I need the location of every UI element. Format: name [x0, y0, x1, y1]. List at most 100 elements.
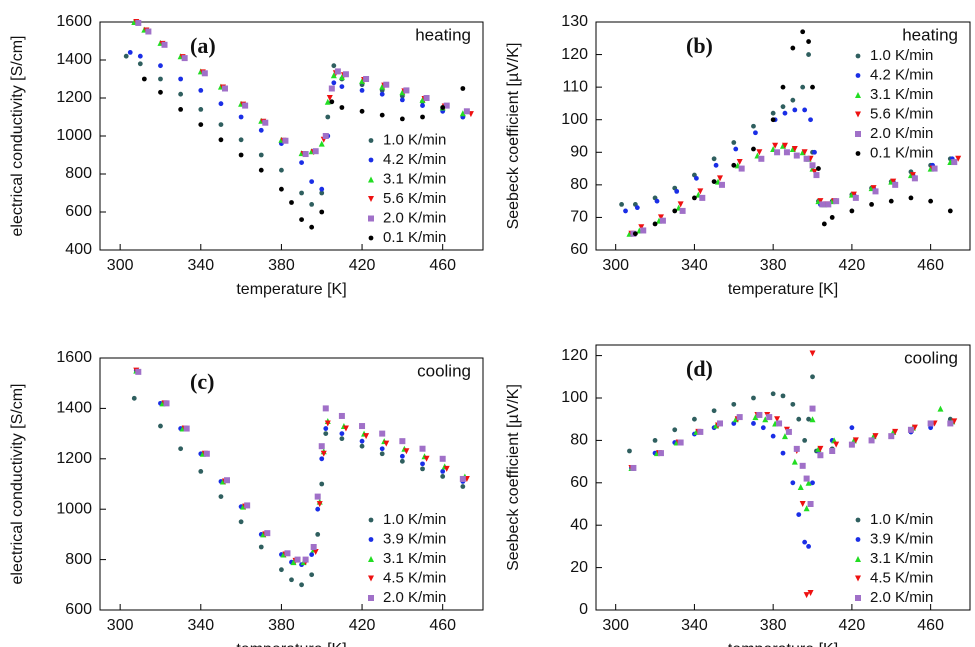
- legend-label: 1.0 K/min: [383, 131, 446, 148]
- point: [697, 188, 704, 195]
- mode-label: heating: [902, 25, 958, 44]
- point: [782, 110, 788, 116]
- point: [756, 411, 763, 418]
- point: [338, 412, 345, 419]
- point: [825, 201, 832, 208]
- point: [809, 405, 816, 412]
- y-tick-label: 60: [570, 241, 588, 258]
- point: [760, 425, 766, 431]
- panel-label: (b): [686, 33, 713, 58]
- point: [790, 97, 796, 103]
- x-tick-label: 460: [917, 617, 944, 634]
- point: [890, 178, 897, 185]
- point: [693, 175, 699, 181]
- legend-label: 2.0 K/min: [870, 589, 933, 606]
- point: [888, 433, 895, 440]
- legend-marker: [368, 556, 374, 562]
- legend-marker: [855, 53, 861, 59]
- point: [310, 544, 317, 550]
- point: [131, 395, 137, 401]
- point: [751, 395, 756, 401]
- point: [319, 481, 325, 487]
- point: [849, 208, 855, 214]
- point: [810, 84, 815, 90]
- y-axis-label: Seebeck coefficient [µV/K]: [505, 43, 522, 230]
- point: [801, 149, 808, 156]
- point: [359, 423, 366, 430]
- point: [309, 224, 315, 230]
- legend-marker: [368, 138, 374, 143]
- point: [774, 416, 781, 423]
- point: [318, 443, 325, 450]
- point: [751, 146, 756, 152]
- point: [850, 191, 857, 198]
- point: [812, 149, 817, 155]
- point: [802, 107, 808, 113]
- point: [399, 116, 405, 122]
- point: [731, 421, 737, 426]
- point: [785, 428, 792, 435]
- series: [628, 405, 956, 512]
- x-axis-label: temperature [K]: [236, 641, 346, 647]
- point: [320, 450, 327, 457]
- point: [420, 461, 425, 467]
- legend-marker: [855, 73, 861, 78]
- point: [279, 186, 284, 192]
- point: [809, 162, 816, 169]
- y-axis-label: Seebeck coefficient [µV/K]: [505, 384, 522, 571]
- point: [791, 146, 798, 153]
- point: [766, 414, 773, 421]
- x-tick-label: 460: [429, 617, 456, 634]
- point: [312, 148, 319, 155]
- point: [178, 76, 184, 82]
- point: [852, 194, 859, 201]
- point: [770, 391, 776, 397]
- point: [379, 446, 385, 452]
- point: [780, 393, 786, 399]
- point: [363, 76, 370, 82]
- point: [279, 567, 284, 573]
- mode-label: heating: [415, 25, 471, 44]
- point: [713, 162, 719, 168]
- legend-marker: [368, 575, 374, 582]
- point: [931, 165, 938, 172]
- point: [289, 577, 294, 583]
- point: [318, 140, 325, 147]
- x-tick-label: 420: [839, 617, 866, 634]
- point: [770, 110, 776, 116]
- point: [679, 207, 686, 214]
- point: [309, 202, 315, 207]
- point: [299, 582, 304, 588]
- point: [772, 142, 779, 149]
- point: [158, 76, 163, 82]
- point: [440, 469, 446, 474]
- point: [379, 430, 386, 437]
- point: [627, 448, 632, 454]
- point: [796, 416, 802, 422]
- point: [937, 405, 944, 412]
- y-tick-label: 20: [570, 559, 588, 576]
- y-tick-label: 80: [570, 176, 588, 193]
- point: [796, 512, 802, 517]
- legend-marker: [368, 235, 374, 241]
- point: [731, 401, 737, 407]
- legend-label: 3.1 K/min: [383, 550, 446, 567]
- legend-marker: [368, 157, 374, 163]
- point: [403, 448, 410, 455]
- point: [790, 401, 796, 407]
- point: [440, 105, 446, 110]
- point: [809, 350, 816, 357]
- point: [809, 416, 816, 423]
- point: [816, 166, 821, 171]
- point: [833, 198, 840, 205]
- point: [218, 122, 224, 127]
- x-tick-label: 300: [602, 257, 629, 274]
- point: [674, 188, 680, 194]
- plot-frame: [99, 357, 484, 611]
- x-tick-label: 340: [681, 257, 708, 274]
- point: [634, 205, 640, 211]
- point: [161, 41, 168, 48]
- point: [738, 165, 745, 172]
- point: [808, 117, 813, 123]
- point: [334, 68, 341, 75]
